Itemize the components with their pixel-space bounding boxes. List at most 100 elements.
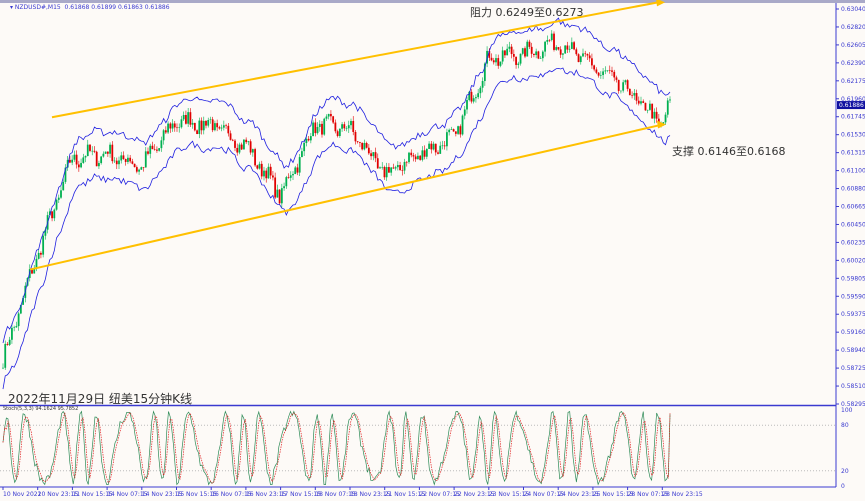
- y-tick-label: 0.62175: [841, 78, 865, 85]
- candle-body: [243, 139, 245, 150]
- candle-body: [283, 186, 285, 189]
- upper-envelope-band: [2, 17, 671, 344]
- candle-body: [167, 123, 169, 133]
- candle-body: [573, 42, 575, 50]
- candle-body: [205, 121, 207, 126]
- candle-body: [144, 151, 147, 168]
- candle-body: [305, 138, 308, 143]
- candle-body: [662, 122, 665, 125]
- lower-channel-arrow: [657, 120, 666, 129]
- candle-body: [62, 181, 65, 191]
- candle-body: [149, 145, 152, 154]
- candle-body: [501, 50, 504, 62]
- y-tick-label: 0.58725: [841, 365, 865, 372]
- y-tick-label: 0.58295: [841, 401, 865, 408]
- candle-body: [2, 367, 4, 369]
- y-tick-label: 0.61530: [841, 132, 865, 139]
- x-tick-label: 14 Nov 23:15: [142, 491, 183, 498]
- candle-body: [17, 313, 20, 327]
- candle-body: [71, 159, 74, 163]
- candle-body: [588, 55, 591, 59]
- candle-body: [303, 142, 306, 152]
- y-tick-label: 0.59160: [841, 329, 865, 336]
- candle-body: [345, 128, 348, 129]
- candle-body: [91, 150, 94, 152]
- current-price-label: 0.61886: [839, 102, 864, 109]
- candle-body: [595, 69, 598, 73]
- stoch-level-label: 100: [841, 407, 853, 414]
- candle-body: [622, 82, 625, 91]
- x-tick-label: 17 Nov 15:15: [281, 491, 322, 498]
- candle-body: [162, 130, 165, 141]
- candle-body: [280, 188, 283, 204]
- candle-body: [330, 113, 332, 117]
- candle-body: [100, 156, 103, 164]
- candle-body: [171, 123, 174, 129]
- candle-body: [437, 152, 439, 154]
- candle-body: [664, 114, 667, 123]
- candle-body: [584, 53, 587, 55]
- candle-body: [138, 169, 140, 172]
- candle-body: [568, 48, 571, 50]
- candle-body: [4, 343, 7, 368]
- candle-body: [515, 56, 517, 65]
- candle-body: [517, 63, 520, 65]
- candle-body: [653, 111, 656, 119]
- candle-body: [459, 126, 462, 135]
- candle-body: [180, 119, 183, 128]
- candle-body: [80, 162, 82, 168]
- candle-body: [176, 127, 178, 129]
- candle-body: [613, 71, 616, 78]
- y-tick-label: 0.62390: [841, 60, 865, 67]
- candle-body: [470, 91, 473, 102]
- candle-body: [396, 164, 399, 168]
- candle-body: [260, 163, 263, 177]
- candle-body: [234, 140, 236, 148]
- candle-body: [452, 129, 455, 132]
- candle-body: [95, 151, 98, 167]
- y-tick-label: 0.60020: [841, 257, 865, 264]
- candle-body: [35, 258, 38, 269]
- candle-body: [296, 167, 299, 173]
- candle-body: [376, 158, 379, 169]
- candle-body: [539, 58, 542, 59]
- candle-body: [521, 48, 524, 54]
- candle-body: [546, 39, 549, 42]
- candle-body: [541, 51, 544, 59]
- candle-body: [508, 46, 511, 49]
- symbol-header: ▾ NZDUSD#,M15 0.61868 0.61899 0.61863 0.…: [10, 4, 170, 11]
- candle-body: [8, 339, 11, 345]
- candle-body: [399, 164, 401, 171]
- y-tick-label: 0.63040: [841, 6, 865, 13]
- candle-body: [408, 152, 410, 163]
- upper-channel-arrow: [656, 0, 665, 7]
- candle-body: [218, 127, 221, 129]
- candle-body: [430, 143, 433, 150]
- candle-body: [439, 145, 442, 154]
- y-tick-label: 0.58940: [841, 347, 865, 354]
- candle-body: [289, 175, 292, 178]
- candle-body: [633, 93, 636, 96]
- candle-body: [646, 109, 649, 111]
- candle-body: [93, 150, 96, 152]
- candle-body: [202, 121, 205, 131]
- candle-body: [214, 123, 216, 131]
- y-tick-label: 0.58510: [841, 383, 865, 390]
- candle-body: [414, 156, 417, 160]
- candle-body: [196, 130, 198, 135]
- y-tick-label: 0.62820: [841, 24, 865, 31]
- candle-body: [550, 33, 553, 41]
- candle-body: [73, 154, 76, 160]
- candle-body: [77, 164, 80, 168]
- candle-body: [602, 71, 604, 76]
- candle-body: [6, 343, 9, 345]
- y-tick-label: 0.59590: [841, 293, 865, 300]
- candle-body: [298, 157, 301, 173]
- candle-body: [383, 166, 386, 178]
- stoch-label: Stoch(5,3,3) 94.1624 95.7852: [3, 406, 79, 412]
- candle-body: [118, 160, 120, 165]
- candle-body: [338, 128, 341, 137]
- candle-body: [109, 144, 111, 154]
- candle-body: [124, 159, 127, 162]
